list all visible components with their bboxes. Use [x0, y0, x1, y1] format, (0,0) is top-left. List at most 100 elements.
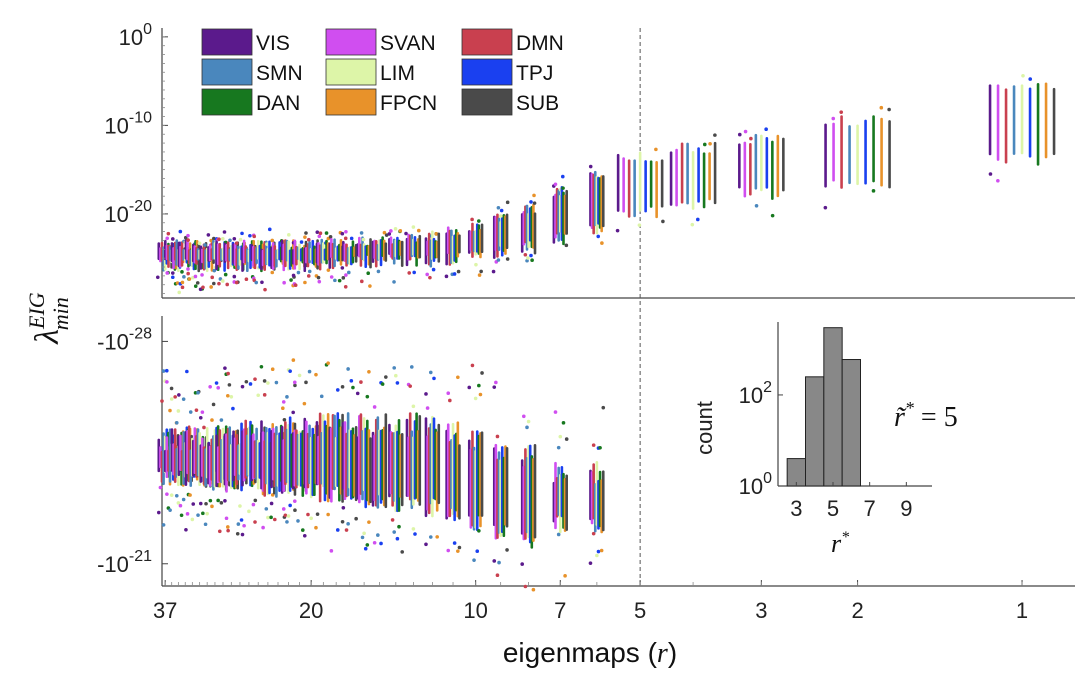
data-point [351, 385, 355, 390]
inset-bar [805, 376, 825, 487]
data-point [214, 381, 219, 385]
data-point [355, 391, 360, 396]
data-point [366, 271, 371, 276]
data-point [269, 515, 273, 520]
data-point [416, 228, 421, 233]
data-point [413, 532, 417, 536]
data-point [329, 275, 334, 279]
data-point [823, 205, 828, 210]
legend-label: SMN [256, 62, 303, 85]
data-point [266, 381, 270, 385]
data-point [591, 443, 596, 447]
data-point [743, 129, 748, 134]
x-tick-label: 5 [634, 598, 646, 623]
data-point [344, 229, 348, 234]
data-point [598, 446, 602, 450]
data-point [217, 237, 221, 242]
data-point [158, 485, 163, 490]
data-point [223, 366, 227, 370]
data-point [208, 385, 212, 389]
data-point [219, 501, 224, 505]
data-point [286, 514, 291, 518]
data-point [185, 369, 189, 374]
data-point [596, 234, 601, 239]
data-point [456, 549, 460, 553]
y-tick-base: 10 [104, 113, 128, 138]
data-point [186, 238, 190, 242]
data-point [221, 279, 225, 283]
data-point [389, 229, 393, 233]
data-point [270, 270, 275, 275]
data-point [267, 227, 272, 232]
data-point [156, 510, 161, 515]
data-point [456, 269, 461, 274]
data-point [168, 508, 172, 512]
data-point [526, 419, 531, 424]
data-point [169, 386, 174, 391]
data-point [263, 287, 267, 292]
data-point [525, 258, 529, 263]
data-point [561, 186, 565, 190]
y-tick-base: 10 [104, 202, 128, 227]
data-point [695, 217, 700, 222]
y-tick-base: -10 [97, 329, 129, 354]
data-point [411, 527, 416, 531]
data-point [315, 230, 320, 235]
data-point [188, 493, 192, 497]
data-point [291, 410, 295, 415]
data-point [240, 231, 244, 236]
data-point [292, 380, 297, 385]
data-point [477, 528, 481, 533]
data-point [470, 217, 474, 222]
data-point [523, 252, 528, 257]
data-point [209, 285, 213, 289]
data-point [404, 231, 408, 236]
data-point [223, 272, 228, 277]
data-point [407, 271, 412, 275]
data-point [234, 241, 239, 245]
data-point [478, 392, 483, 397]
data-point [365, 543, 370, 547]
data-point [344, 528, 349, 532]
data-point [425, 272, 429, 277]
data-point [307, 369, 312, 374]
data-point [596, 549, 601, 554]
data-point [177, 393, 181, 397]
data-point [193, 274, 198, 279]
data-point [452, 541, 457, 545]
legend-label: FPCN [380, 92, 437, 115]
inset-x-tick-label: 9 [900, 496, 912, 521]
legend-label: SVAN [380, 32, 436, 55]
data-point [343, 285, 348, 289]
data-point [273, 517, 277, 522]
data-point [178, 229, 183, 234]
y-tick-label: 10-20 [104, 198, 152, 227]
data-point [253, 520, 257, 524]
data-point [560, 174, 565, 179]
data-point [240, 532, 245, 537]
data-point [563, 574, 567, 578]
data-point [251, 502, 256, 507]
data-point [235, 531, 240, 536]
data-point [372, 540, 377, 545]
data-point [329, 549, 334, 553]
legend-item-vis: VIS [201, 28, 290, 56]
data-point [174, 493, 179, 498]
x-tick-label: 20 [299, 598, 323, 623]
data-point [522, 414, 526, 419]
data-point [315, 512, 320, 516]
data-point [346, 367, 350, 371]
data-point [496, 258, 501, 262]
data-point [302, 534, 307, 538]
legend-item-lim: LIM [325, 58, 415, 86]
data-point [341, 505, 346, 510]
data-point [193, 284, 198, 288]
data-point [505, 548, 509, 552]
data-point [532, 193, 536, 198]
data-point [210, 418, 214, 422]
data-point [326, 361, 330, 365]
data-point [211, 402, 216, 407]
data-point [473, 396, 478, 401]
data-point [702, 142, 707, 147]
data-point [708, 141, 712, 146]
